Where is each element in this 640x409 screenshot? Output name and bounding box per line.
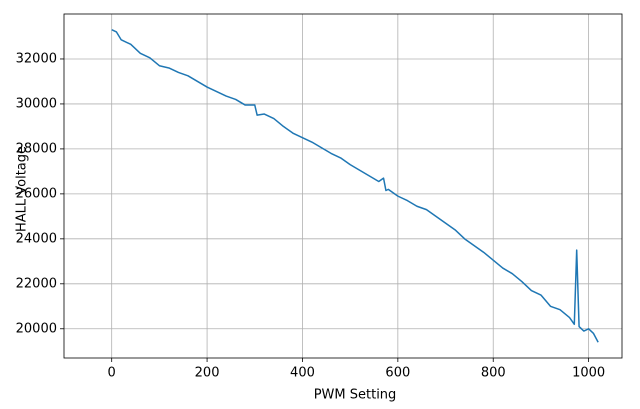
x-tick-label: 600: [385, 366, 410, 381]
x-tick-label: 1000: [572, 366, 605, 381]
y-axis-label: HALL Voltage: [15, 146, 30, 232]
x-tick-label: 0: [108, 366, 116, 381]
y-tick-label: 32000: [16, 51, 57, 66]
data-line: [111, 29, 599, 343]
y-tick-label: 26000: [16, 186, 57, 201]
x-axis-label: PWM Setting: [314, 388, 397, 403]
x-tick-label: 400: [290, 366, 315, 381]
y-tick-label: 24000: [16, 231, 57, 246]
y-tick-label: 20000: [16, 321, 57, 336]
plot-frame: [63, 13, 623, 359]
y-tick-label: 30000: [16, 96, 57, 111]
x-tick-label: 800: [481, 366, 506, 381]
y-tick-label: 28000: [16, 141, 57, 156]
x-tick-label: 200: [195, 366, 220, 381]
y-tick-label: 22000: [16, 276, 57, 291]
